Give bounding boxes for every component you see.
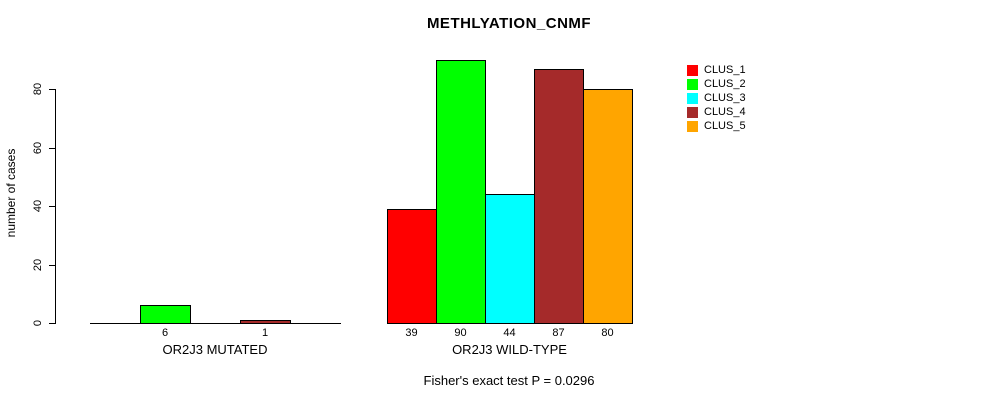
legend-row: CLUS_4 (687, 107, 746, 118)
legend-label: CLUS_5 (704, 120, 746, 132)
bar-clus_2-or2j3-wild-type (436, 60, 486, 324)
bar-clus_4-or2j3-wild-type (534, 69, 584, 324)
legend-row: CLUS_5 (687, 121, 746, 132)
legend-swatch-clus_1 (687, 65, 698, 76)
bar-value-label: 80 (601, 327, 614, 339)
bar-clus_4-or2j3-mutated (240, 320, 291, 324)
y-axis-tick (49, 89, 56, 90)
y-tick-label: 80 (32, 82, 44, 96)
chart-title: METHLYATION_CNMF (426, 15, 592, 32)
y-tick-label: 40 (32, 199, 44, 213)
legend-label: CLUS_3 (704, 92, 746, 104)
bar-clus_3-or2j3-wild-type (485, 194, 535, 324)
legend-swatch-clus_5 (687, 121, 698, 132)
bar-value-label: 90 (454, 327, 467, 339)
x-baseline (90, 323, 341, 324)
y-axis-tick (49, 265, 56, 266)
legend-swatch-clus_3 (687, 93, 698, 104)
legend-swatch-clus_4 (687, 107, 698, 118)
bar-value-label: 39 (405, 327, 418, 339)
y-tick-label: 0 (32, 319, 44, 327)
legend-label: CLUS_2 (704, 78, 746, 90)
legend: CLUS_1 CLUS_2 CLUS_3 CLUS_4 CLUS_5 (687, 65, 746, 132)
legend-swatch-clus_2 (687, 79, 698, 90)
legend-row: CLUS_2 (687, 79, 746, 90)
bar-clus_5-or2j3-wild-type (583, 89, 633, 324)
y-axis-label: number of cases (4, 148, 18, 238)
legend-label: CLUS_1 (704, 64, 746, 76)
legend-row: CLUS_1 (687, 65, 746, 76)
y-axis-tick (49, 206, 56, 207)
group-label: OR2J3 MUTATED (162, 342, 268, 357)
y-axis-tick (49, 323, 56, 324)
y-tick-label: 20 (32, 258, 44, 272)
legend-label: CLUS_4 (704, 106, 746, 118)
bar-value-label: 1 (261, 327, 269, 339)
legend-row: CLUS_3 (687, 93, 746, 104)
y-axis-tick (49, 148, 56, 149)
bar-clus_1-or2j3-wild-type (387, 209, 437, 324)
group-label: OR2J3 WILD-TYPE (452, 342, 567, 357)
bar-value-label: 87 (552, 327, 565, 339)
fisher-test-footnote: Fisher's exact test P = 0.0296 (423, 373, 595, 388)
bar-value-label: 6 (161, 327, 169, 339)
y-tick-label: 60 (32, 141, 44, 155)
bar-value-label: 44 (503, 327, 516, 339)
bar-clus_2-or2j3-mutated (140, 305, 191, 324)
